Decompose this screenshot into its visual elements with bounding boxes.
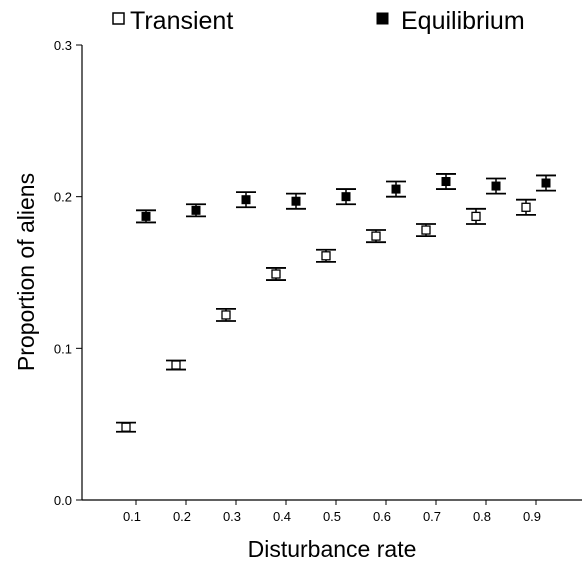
transient-point bbox=[216, 307, 236, 322]
y-tick-label: 0.3 bbox=[54, 38, 72, 53]
equilibrium-point bbox=[536, 174, 556, 192]
equilibrium-point bbox=[336, 188, 356, 206]
marker bbox=[491, 181, 501, 191]
marker bbox=[221, 310, 231, 320]
marker bbox=[541, 178, 551, 188]
x-tick-label: 0.4 bbox=[273, 509, 291, 524]
x-tick-label: 0.6 bbox=[373, 509, 391, 524]
legend-marker-transient bbox=[112, 12, 125, 25]
legend-label-transient: Transient bbox=[130, 7, 233, 35]
transient-point bbox=[466, 207, 486, 225]
equilibrium-point bbox=[186, 203, 206, 218]
equilibrium-point bbox=[386, 180, 406, 198]
transient-point bbox=[116, 421, 136, 433]
transient-point bbox=[366, 229, 386, 244]
x-tick-label: 0.1 bbox=[123, 509, 141, 524]
equilibrium-point bbox=[436, 173, 456, 190]
marker bbox=[441, 177, 451, 186]
marker bbox=[341, 192, 351, 202]
marker bbox=[171, 360, 181, 370]
equilibrium-point bbox=[136, 209, 156, 224]
equilibrium-point bbox=[486, 177, 506, 195]
equilibrium-point bbox=[236, 191, 256, 209]
transient-point bbox=[516, 198, 536, 216]
transient-point bbox=[316, 248, 336, 263]
x-tick-label: 0.7 bbox=[423, 509, 441, 524]
x-tick-label: 0.2 bbox=[173, 509, 191, 524]
legend-marker-equilibrium bbox=[376, 12, 389, 25]
x-tick-label: 0.5 bbox=[323, 509, 341, 524]
y-axis-title: Proportion of aliens bbox=[13, 173, 39, 371]
transient-point bbox=[266, 267, 286, 281]
marker bbox=[391, 184, 401, 194]
y-ticks: 0.0 0.1 0.2 0.3 bbox=[54, 38, 82, 508]
marker bbox=[471, 211, 481, 222]
y-tick-label: 0.0 bbox=[54, 493, 72, 508]
y-tick-label: 0.2 bbox=[54, 190, 72, 205]
marker bbox=[521, 202, 531, 212]
transient-point bbox=[416, 223, 436, 238]
marker bbox=[321, 251, 331, 261]
marker bbox=[121, 422, 131, 432]
data-points bbox=[116, 173, 556, 433]
x-axis-title: Disturbance rate bbox=[248, 536, 417, 562]
x-ticks: 0.1 0.2 0.3 0.4 0.5 0.6 0.7 0.8 0.9 bbox=[123, 500, 541, 524]
transient-point bbox=[166, 359, 186, 371]
marker bbox=[271, 269, 281, 279]
y-tick-label: 0.1 bbox=[54, 341, 72, 356]
marker bbox=[141, 211, 151, 221]
x-tick-label: 0.3 bbox=[223, 509, 241, 524]
legend: Transient Equilibrium bbox=[112, 7, 525, 35]
marker bbox=[421, 225, 431, 235]
equilibrium-point bbox=[286, 192, 306, 210]
legend-label-equilibrium: Equilibrium bbox=[401, 7, 525, 35]
marker bbox=[241, 195, 251, 205]
x-tick-label: 0.9 bbox=[523, 509, 541, 524]
marker bbox=[371, 231, 381, 241]
marker bbox=[191, 205, 201, 215]
marker bbox=[291, 196, 301, 206]
x-tick-label: 0.8 bbox=[473, 509, 491, 524]
